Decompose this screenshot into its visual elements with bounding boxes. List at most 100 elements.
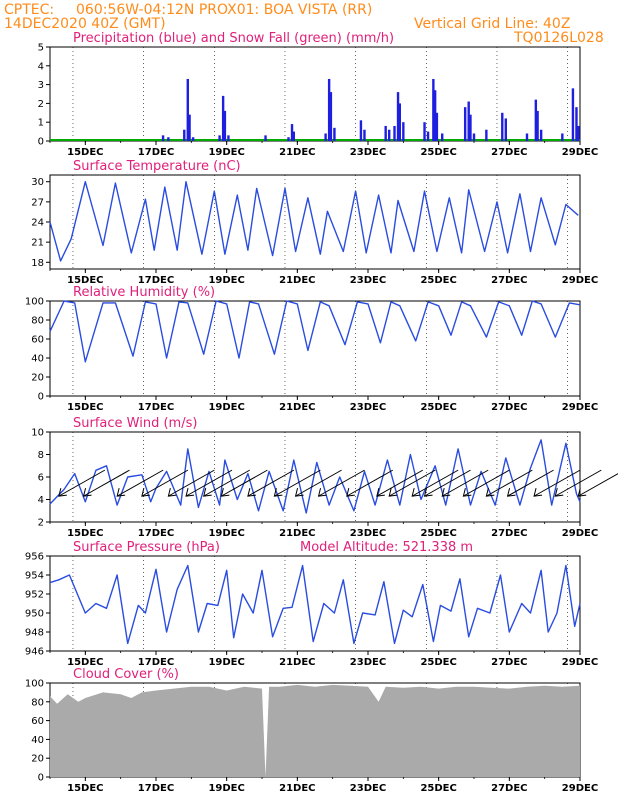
- wind-arrow-head: [376, 488, 385, 497]
- precip-bar: [183, 129, 186, 141]
- x-tick-label: 27DEC: [491, 657, 527, 668]
- header-date: 14DEC2020 40Z (GMT): [4, 16, 166, 32]
- panel-title: Precipitation (blue) and Snow Fall (gree…: [73, 31, 394, 46]
- y-tick-label: 21: [31, 238, 44, 249]
- wind-arrow: [486, 469, 533, 497]
- wind-arrow-head: [141, 488, 150, 497]
- precip-bar: [384, 125, 387, 141]
- wind-arrow-head: [506, 488, 516, 497]
- precip-bar: [432, 78, 435, 141]
- wind-arrow: [555, 469, 602, 497]
- wind-arrow: [83, 469, 130, 497]
- precip-bar: [324, 133, 327, 141]
- x-tick-label: 27DEC: [491, 275, 527, 286]
- precip-bar: [287, 137, 290, 141]
- wind-arrow-head: [388, 488, 398, 497]
- panel-title: Surface Pressure (hPa): [73, 540, 220, 555]
- x-tick-label: 15DEC: [67, 528, 103, 539]
- precip-bar: [227, 135, 230, 141]
- series-line: [49, 564, 581, 645]
- x-tick-label: 29DEC: [562, 528, 598, 539]
- wind-arrow: [168, 469, 215, 497]
- precip-bar: [472, 133, 476, 141]
- wind-arrow: [441, 469, 489, 497]
- y-tick-label: 40: [31, 735, 44, 746]
- precip-bar: [396, 92, 400, 141]
- precip-bar: [264, 135, 267, 141]
- x-tick-label: 23DEC: [350, 657, 386, 668]
- x-tick-label: 25DEC: [420, 147, 456, 158]
- header-source: CPTEC:: [4, 2, 54, 18]
- x-tick-label: 19DEC: [208, 783, 244, 794]
- precip-bar: [363, 129, 366, 141]
- x-tick-label: 21DEC: [279, 402, 315, 413]
- precip-bar: [359, 120, 363, 141]
- precip-bar: [402, 122, 405, 141]
- precip-bar: [536, 110, 539, 141]
- wind-arrow: [318, 469, 365, 497]
- panel-title: Relative Humidity (%): [73, 285, 215, 300]
- x-tick-label: 23DEC: [350, 275, 386, 286]
- x-tick-label: 29DEC: [562, 275, 598, 286]
- x-tick-label: 17DEC: [138, 528, 174, 539]
- wind-arrow: [376, 469, 424, 497]
- x-tick-label: 15DEC: [67, 657, 103, 668]
- x-tick-label: 17DEC: [138, 783, 174, 794]
- header-model: TQ0126L028: [513, 30, 604, 46]
- precip-bar: [290, 124, 294, 141]
- wind-arrow-head: [247, 488, 256, 497]
- precip-bar: [423, 122, 426, 141]
- y-tick-label: 2: [38, 518, 44, 529]
- precip-bar: [221, 95, 225, 141]
- wind-arrow-head: [423, 488, 433, 497]
- y-tick-label: 948: [25, 628, 44, 639]
- precip-bar: [333, 127, 336, 141]
- wind-arrow-head: [82, 488, 92, 497]
- x-tick-label: 15DEC: [67, 783, 103, 794]
- precip-bar: [186, 78, 189, 141]
- wind-arrow: [221, 469, 268, 497]
- y-tick-label: 954: [25, 571, 44, 582]
- wind-arrow-head: [58, 488, 67, 497]
- x-tick-label: 19DEC: [208, 147, 244, 158]
- wind-arrow-head: [185, 488, 195, 497]
- panel-title: Surface Wind (m/s): [73, 416, 197, 431]
- wind-arrow-head: [203, 488, 212, 497]
- wind-arrow: [185, 469, 233, 497]
- wind-arrow-head: [485, 488, 495, 497]
- series-line: [49, 300, 581, 363]
- x-tick-label: 21DEC: [279, 783, 315, 794]
- precip-bar: [501, 112, 504, 141]
- precip-bar: [561, 133, 564, 141]
- y-tick-label: 40: [31, 354, 44, 365]
- x-tick-label: 29DEC: [562, 402, 598, 413]
- y-tick-label: 60: [31, 716, 44, 727]
- precip-bar: [327, 78, 331, 141]
- precip-bar: [218, 135, 221, 141]
- y-tick-label: 80: [31, 697, 44, 708]
- x-tick-label: 17DEC: [138, 275, 174, 286]
- y-tick-label: 60: [31, 335, 44, 346]
- wind-arrow-head: [273, 488, 283, 497]
- precip-bar: [433, 90, 437, 141]
- panel-5-area-chart: 0 20 40 60 80 100 15DEC 17DEC 19DEC 21DEC 23DEC 25D…: [25, 667, 598, 794]
- precip-bar: [161, 135, 165, 141]
- y-tick-label: 20: [31, 754, 44, 765]
- wind-arrow: [295, 469, 342, 497]
- panel-title: Cloud Cover (%): [73, 667, 179, 682]
- y-tick-label: 0: [38, 773, 44, 784]
- wind-arrow-head: [317, 488, 327, 497]
- precip-bar: [388, 129, 391, 141]
- y-tick-label: 2: [38, 99, 44, 110]
- wind-arrow-head: [533, 488, 543, 497]
- wind-arrow: [141, 469, 189, 497]
- precip-bar: [504, 118, 507, 141]
- x-tick-label: 29DEC: [562, 147, 598, 158]
- x-tick-label: 19DEC: [208, 275, 244, 286]
- x-tick-label: 17DEC: [138, 657, 174, 668]
- y-tick-label: 24: [31, 218, 44, 229]
- y-tick-label: 1: [38, 118, 44, 129]
- x-tick-label: 25DEC: [420, 783, 456, 794]
- x-tick-label: 27DEC: [491, 528, 527, 539]
- panel-title: Surface Temperature (nC): [73, 159, 241, 174]
